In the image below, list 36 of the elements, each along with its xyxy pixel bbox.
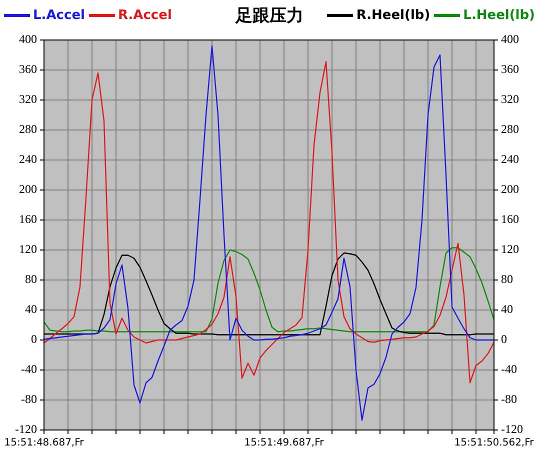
y2-tick-label: 40 xyxy=(501,302,513,316)
y-tick-label: -120 xyxy=(15,422,37,436)
y2-tick-label: 120 xyxy=(501,242,519,256)
legend-label: L.Heel(lb) xyxy=(463,8,535,23)
y2-tick-label: 360 xyxy=(501,62,519,76)
y-tick-label: 360 xyxy=(19,62,37,76)
y2-tick-label: 160 xyxy=(501,212,519,226)
chart-title: 足跟压力 xyxy=(236,6,304,26)
y2-tick-label: -80 xyxy=(501,392,517,406)
y2-tick-label: 0 xyxy=(501,332,507,346)
y2-tick-label: 280 xyxy=(501,122,519,136)
y-tick-label: 120 xyxy=(19,242,37,256)
x-tick-label: 15:51:48.687,Fr xyxy=(4,438,85,449)
y-tick-label: 40 xyxy=(25,302,37,316)
y-tick-label: 280 xyxy=(19,122,37,136)
y2-tick-label: 80 xyxy=(501,272,513,286)
y2-tick-label: 200 xyxy=(501,182,519,196)
y-tick-label: 200 xyxy=(19,182,37,196)
y2-tick-label: 320 xyxy=(501,92,519,106)
y2-tick-label: 240 xyxy=(501,152,519,166)
y-tick-label: 240 xyxy=(19,152,37,166)
x-tick-label: 15:51:50.562,Fr xyxy=(454,438,535,449)
y2-tick-label: 400 xyxy=(501,32,519,46)
legend-label: L.Accel xyxy=(33,8,85,23)
y-tick-label: 80 xyxy=(25,272,37,286)
y-tick-label: 160 xyxy=(19,212,37,226)
x-tick-label: 15:51:49.687,Fr xyxy=(244,438,325,449)
y-tick-label: 320 xyxy=(19,92,37,106)
y-tick-label: 0 xyxy=(31,332,37,346)
y2-tick-label: -40 xyxy=(501,362,517,376)
legend-label: R.Heel(lb) xyxy=(356,8,430,23)
legend-label: R.Accel xyxy=(118,8,172,23)
y-tick-label: -80 xyxy=(21,392,37,406)
y-tick-label: -40 xyxy=(21,362,37,376)
y-tick-label: 400 xyxy=(19,32,37,46)
y2-tick-label: -120 xyxy=(501,422,523,436)
